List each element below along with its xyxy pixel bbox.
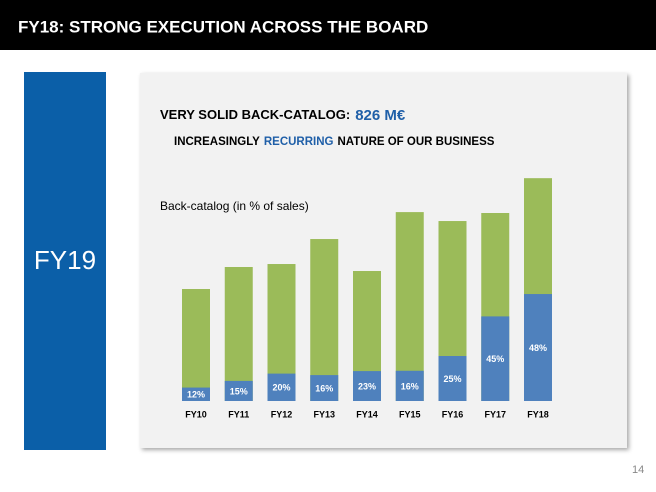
page-number: 14	[632, 464, 644, 476]
bar-back-catalog	[481, 316, 510, 401]
value-label: 48%	[529, 343, 547, 353]
chart-subtitle: INCREASINGLY RECURRING NATURE OF OUR BUSIN…	[174, 136, 495, 148]
x-tick-label: FY15	[399, 409, 421, 419]
bar-total	[310, 239, 339, 401]
subtitle-part: NATURE OF OUR BUSINESS	[337, 136, 494, 148]
value-label: 23%	[358, 381, 376, 391]
x-tick-label: FY14	[356, 409, 378, 419]
value-label: 45%	[486, 354, 504, 364]
bar-back-catalog	[310, 375, 339, 401]
bar-back-catalog	[224, 380, 253, 401]
chart-panel	[140, 73, 627, 448]
subtitle-part: INCREASINGLY	[174, 136, 260, 148]
value-label: 15%	[230, 386, 248, 396]
y-label: Back-catalog (in % of sales)	[160, 199, 309, 213]
x-tick-label: FY18	[527, 409, 549, 419]
title-part: 826 M€	[355, 107, 406, 124]
value-label: 12%	[187, 390, 205, 400]
bar-total	[395, 212, 424, 401]
value-label: 16%	[401, 381, 419, 391]
x-tick-label: FY17	[484, 409, 506, 419]
header-bar	[0, 0, 656, 50]
bar-total	[182, 289, 210, 401]
x-tick-label: FY11	[228, 409, 249, 419]
subtitle-part: RECURRING	[264, 136, 334, 148]
value-label: 16%	[315, 383, 333, 393]
bar-back-catalog	[353, 371, 381, 401]
bar-back-catalog	[182, 387, 210, 401]
value-label: 25%	[443, 374, 461, 384]
header-title: FY18: STRONG EXECUTION ACROSS THE BOARD	[18, 17, 428, 36]
side-label: FY19	[34, 245, 96, 275]
x-tick-label: FY10	[185, 409, 207, 419]
bar-total	[224, 266, 253, 401]
side-panel	[24, 72, 106, 450]
bar-back-catalog	[267, 373, 296, 401]
x-tick-label: FY16	[442, 409, 464, 419]
value-label: 20%	[272, 383, 290, 393]
title-part: VERY SOLID BACK-CATALOG:	[160, 107, 350, 122]
x-tick-label: FY13	[313, 409, 335, 419]
bar-back-catalog	[524, 294, 552, 401]
bar-back-catalog	[395, 370, 424, 401]
bar-back-catalog	[438, 356, 467, 401]
chart-title: VERY SOLID BACK-CATALOG: 826 M€	[160, 107, 406, 124]
x-tick-label: FY12	[271, 409, 293, 419]
